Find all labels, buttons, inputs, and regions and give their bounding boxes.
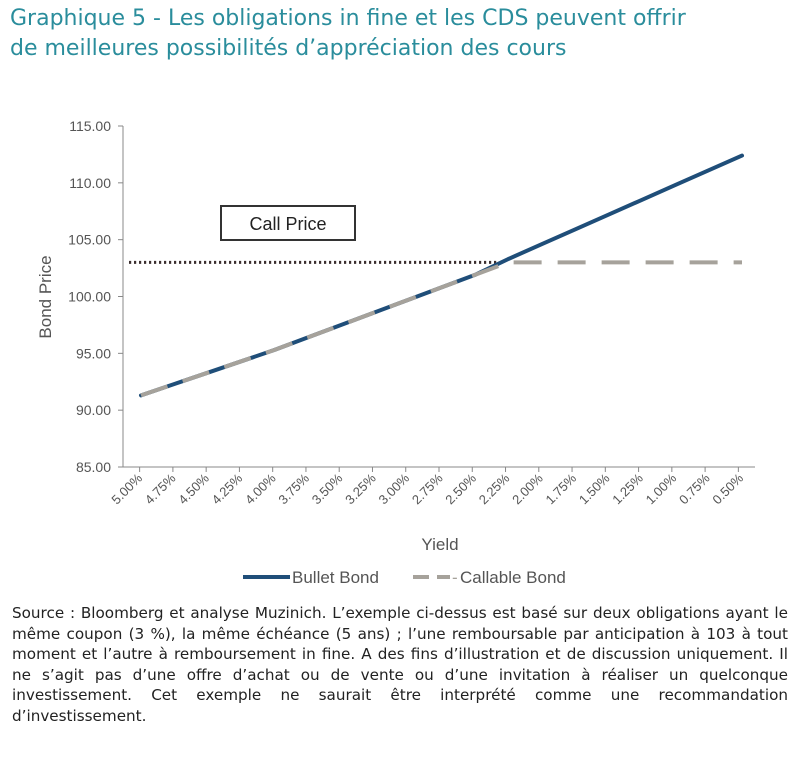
y-tick-label: 95.00	[76, 345, 111, 361]
x-tick-label: 4.75%	[142, 470, 179, 507]
bond-price-chart: 85.0090.0095.00100.00105.00110.00115.00 …	[36, 118, 755, 587]
y-axis-label: Bond Price	[36, 255, 55, 338]
y-tick-label: 100.00	[68, 289, 111, 305]
x-tick-label: 2.75%	[409, 470, 446, 507]
source-note: Source : Bloomberg et analyse Muzinich. …	[12, 604, 788, 725]
x-tick-label: 3.25%	[342, 470, 379, 507]
x-tick-label: 3.00%	[376, 470, 413, 507]
x-tick-label: 2.00%	[509, 470, 546, 507]
chart-heading: Graphique 5 - Les obligations in fine et…	[10, 4, 790, 64]
x-tick-label: 1.25%	[609, 470, 646, 507]
x-tick-label: 2.25%	[476, 470, 513, 507]
x-tick-label: 4.50%	[175, 470, 212, 507]
series-line-bullet-bond	[139, 153, 744, 398]
x-tick-label: 4.00%	[242, 470, 279, 507]
y-axis: 85.00 90.00 95.00 100.00 105.00 110.00 115.00	[68, 118, 124, 475]
y-tick-label: 110.00	[69, 175, 111, 191]
x-tick-label: 1.75%	[542, 470, 579, 507]
chart-heading-line-2: de meilleures possibilités d’appréciatio…	[10, 36, 567, 61]
x-tick-label: 2.50%	[442, 470, 479, 507]
x-axis-label: Yield	[421, 535, 458, 554]
y-tick-label: 85.00	[76, 459, 111, 475]
x-axis: 5.00%4.75%4.50%4.25%4.00%3.75%3.50%3.25%…	[108, 466, 755, 507]
x-tick-label: 1.50%	[576, 470, 613, 507]
x-tick-label: 4.25%	[209, 470, 246, 507]
x-tick-label: 5.00%	[108, 470, 145, 507]
x-tick-label: 3.50%	[309, 470, 346, 507]
x-tick-label: 0.50%	[709, 470, 746, 507]
y-tick-label: 105.00	[68, 232, 111, 248]
y-tick-label: 90.00	[76, 402, 111, 418]
call-price-label: Call Price	[249, 214, 326, 234]
chart-legend: Bullet Bond - Callable Bond	[243, 568, 566, 587]
call-price-box-frame	[220, 205, 356, 241]
x-axis-ticks: 5.00%4.75%4.50%4.25%4.00%3.75%3.50%3.25%…	[108, 467, 746, 507]
call-price-box: Call Price	[220, 205, 356, 241]
legend-dash-callable-bond: -	[452, 568, 458, 587]
x-tick-label: 3.75%	[275, 470, 312, 507]
y-tick-label: 115.00	[69, 118, 111, 134]
legend-label-callable-bond: Callable Bond	[460, 568, 566, 587]
legend-label-bullet-bond: Bullet Bond	[292, 568, 379, 587]
y-axis-ticks: 85.00 90.00 95.00 100.00 105.00 110.00 115.00	[68, 118, 123, 475]
x-tick-label: 1.00%	[643, 470, 680, 507]
x-tick-label: 0.75%	[676, 470, 713, 507]
chart-heading-line-1: Graphique 5 - Les obligations in fine et…	[10, 6, 686, 31]
series-line-callable-bond	[140, 260, 742, 398]
